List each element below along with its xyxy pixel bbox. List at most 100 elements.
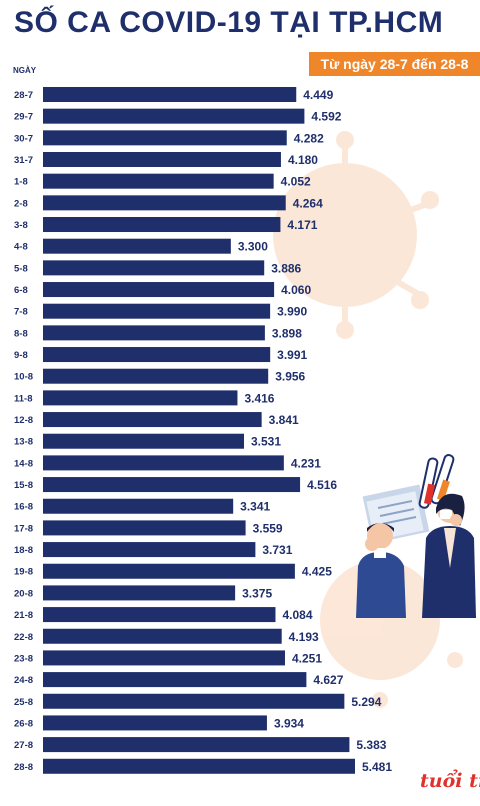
bar <box>43 650 285 666</box>
category-label: 19-8 <box>14 567 33 578</box>
category-label: 12-8 <box>14 415 33 426</box>
axis-label-date: NGÀY <box>13 66 37 75</box>
value-label: 3.841 <box>269 413 299 427</box>
value-label: 3.990 <box>277 305 307 319</box>
value-label: 3.531 <box>251 435 281 449</box>
bar <box>43 455 284 471</box>
value-label: 4.251 <box>292 651 322 665</box>
bar <box>43 173 274 189</box>
people-illustration <box>356 454 476 618</box>
bar <box>43 87 297 102</box>
value-label: 3.375 <box>242 586 272 600</box>
bar <box>43 477 301 493</box>
bar <box>43 433 244 449</box>
value-label: 5.383 <box>356 738 386 752</box>
category-label: 9-8 <box>14 350 28 361</box>
bar <box>43 607 276 623</box>
value-label: 3.559 <box>253 521 283 535</box>
bar <box>43 282 275 298</box>
value-label: 4.516 <box>307 478 337 492</box>
value-label: 4.449 <box>303 88 333 102</box>
bar <box>43 347 271 363</box>
category-label: 30-7 <box>14 133 33 144</box>
category-label: 15-8 <box>14 480 33 491</box>
category-label: 11-8 <box>14 393 33 404</box>
value-label: 3.991 <box>277 348 307 362</box>
bar <box>43 390 238 406</box>
category-label: 8-8 <box>14 328 28 339</box>
category-label: 28-8 <box>14 762 33 773</box>
category-label: 21-8 <box>14 610 33 621</box>
value-label: 5.294 <box>351 695 381 709</box>
category-label: 1-8 <box>14 177 28 188</box>
bar <box>43 325 265 341</box>
bar <box>43 412 262 428</box>
category-label: 22-8 <box>14 632 33 643</box>
value-label: 3.731 <box>262 543 292 557</box>
category-label: 13-8 <box>14 437 33 448</box>
category-label: 31-7 <box>14 155 33 166</box>
bar <box>43 238 231 254</box>
category-label: 2-8 <box>14 198 28 209</box>
value-label: 4.231 <box>291 456 321 470</box>
bar <box>43 585 236 601</box>
bar <box>43 260 265 276</box>
bar <box>43 672 307 688</box>
category-label: 3-8 <box>14 220 28 231</box>
value-label: 3.886 <box>271 261 301 275</box>
category-label: 10-8 <box>14 372 33 383</box>
category-labels: 28-7 29-7 30-7 31-7 1-8 2-8 3-8 4-8 5-8 6-8 7-8 8-8… <box>14 90 33 773</box>
bar <box>43 563 295 579</box>
bar <box>43 130 287 146</box>
value-label: 4.084 <box>282 608 312 622</box>
bars <box>43 87 355 774</box>
category-label: 7-8 <box>14 307 28 318</box>
value-labels: 4.449 4.592 4.282 4.180 4.052 4.264 4.171 3.300… <box>238 88 393 774</box>
category-label: 20-8 <box>14 588 33 599</box>
tuoi-tre-logo: tuổi trẻ <box>420 770 480 792</box>
value-label: 3.300 <box>238 240 268 254</box>
bar <box>43 715 267 731</box>
value-label: 3.956 <box>275 370 305 384</box>
category-label: 25-8 <box>14 697 33 708</box>
category-label: 6-8 <box>14 285 28 296</box>
category-label: 28-7 <box>14 90 33 101</box>
value-label: 3.341 <box>240 500 270 514</box>
value-label: 4.052 <box>281 175 311 189</box>
category-label: 27-8 <box>14 740 33 751</box>
bar <box>43 758 355 774</box>
bar <box>43 368 269 384</box>
bar <box>43 520 246 536</box>
bar <box>43 217 281 233</box>
page-title: SỐ CA COVID-19 TẠI TP.HCM <box>14 6 444 39</box>
bar <box>43 693 345 709</box>
bar <box>43 737 350 753</box>
value-label: 4.282 <box>294 131 324 145</box>
category-label: 23-8 <box>14 653 33 664</box>
value-label: 4.627 <box>313 673 343 687</box>
category-label: 16-8 <box>14 502 33 513</box>
bar <box>43 152 281 168</box>
value-label: 3.898 <box>272 326 302 340</box>
bar <box>43 108 305 124</box>
value-label: 4.592 <box>311 110 341 124</box>
bar <box>43 195 286 211</box>
bar <box>43 498 234 514</box>
bar <box>43 542 256 558</box>
date-range-badge: Từ ngày 28-7 đến 28-8 <box>309 52 480 76</box>
category-label: 29-7 <box>14 112 33 123</box>
bar <box>43 303 271 319</box>
bar <box>43 628 282 644</box>
category-label: 14-8 <box>14 458 33 469</box>
category-label: 4-8 <box>14 242 28 253</box>
value-label: 4.060 <box>281 283 311 297</box>
category-label: 24-8 <box>14 675 33 686</box>
value-label: 4.171 <box>287 218 317 232</box>
value-label: 4.180 <box>288 153 318 167</box>
category-label: 26-8 <box>14 718 33 729</box>
category-label: 17-8 <box>14 523 33 534</box>
value-label: 4.264 <box>293 196 323 210</box>
value-label: 3.416 <box>244 391 274 405</box>
category-label: 5-8 <box>14 263 28 274</box>
